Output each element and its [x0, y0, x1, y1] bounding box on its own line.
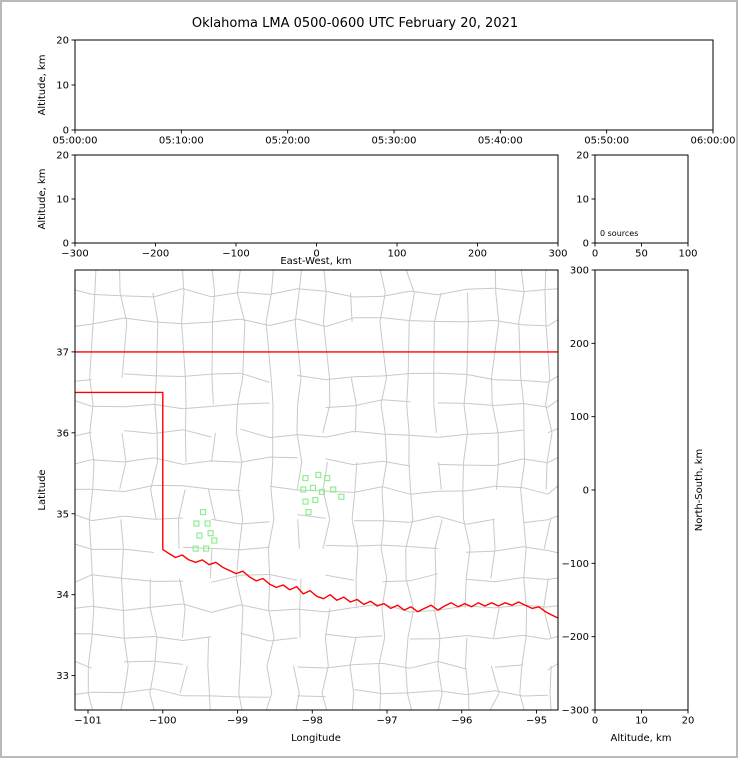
time-height-y-tick-label: 20 — [56, 36, 69, 47]
ns-height-xlabel: Altitude, km — [611, 733, 672, 744]
county-boundary — [524, 433, 525, 462]
alt-hist-y-tick-label: 10 — [576, 195, 589, 206]
source-count-annotation: 0 sources — [600, 229, 638, 238]
map-x-tick-label: −100 — [149, 716, 176, 727]
county-boundary — [270, 457, 298, 458]
county-boundary — [297, 405, 298, 433]
time-height-y-tick-label: 0 — [63, 126, 69, 137]
map-x-tick-label: −99 — [227, 716, 248, 727]
ns-height-y-tick-label: −100 — [562, 559, 589, 570]
county-boundary — [185, 378, 186, 405]
county-boundary — [354, 296, 382, 297]
county-boundary — [179, 519, 180, 548]
map-x-tick-label: −98 — [302, 716, 323, 727]
time-height-x-tick-label: 05:10:00 — [159, 136, 204, 147]
county-boundary — [438, 403, 466, 404]
time-height-x-tick-label: 05:20:00 — [265, 136, 310, 147]
ns-height-x-tick-label: 0 — [592, 716, 598, 727]
ew-height-y-tick-label: 0 — [63, 239, 69, 250]
map-xlabel: Longitude — [291, 733, 341, 744]
ew-height-x-tick-label: −300 — [61, 249, 88, 260]
map-y-tick-label: 36 — [56, 428, 69, 439]
county-boundary — [185, 433, 186, 462]
map-x-tick-label: −96 — [451, 716, 472, 727]
time-height-x-tick-label: 05:30:00 — [372, 136, 417, 147]
county-boundary — [326, 545, 354, 546]
map-x-tick-label: −95 — [526, 716, 547, 727]
time-height-x-tick-label: 05:00:00 — [53, 136, 98, 147]
map-y-tick-label: 37 — [56, 347, 69, 358]
ns-height-y-tick-label: −200 — [562, 632, 589, 643]
time-height-y-tick-label: 10 — [56, 81, 69, 92]
alt-hist-x-tick-label: 100 — [678, 249, 697, 260]
ns-height-y-tick-label: 100 — [570, 412, 589, 423]
ns-height-ylabel: North-South, km — [694, 449, 705, 532]
figure-title: Oklahoma LMA 0500-0600 UTC February 20, … — [192, 16, 518, 31]
ew-height-x-tick-label: −200 — [142, 249, 169, 260]
ns-height-y-tick-label: 200 — [570, 339, 589, 350]
ns-height-y-tick-label: 300 — [570, 266, 589, 277]
county-boundary — [354, 376, 382, 377]
county-boundary — [297, 696, 325, 697]
time-height-x-tick-label: 05:50:00 — [584, 136, 629, 147]
alt-hist-y-tick-label: 20 — [576, 151, 589, 162]
ns-height-y-tick-label: −300 — [562, 706, 589, 717]
county-boundary — [495, 270, 496, 293]
county-boundary — [212, 322, 213, 378]
time-height-x-tick-label: 05:40:00 — [478, 136, 523, 147]
alt-hist-x-tick-label: 50 — [635, 249, 648, 260]
alt-hist-x-tick-label: 0 — [592, 249, 598, 260]
county-boundary — [120, 270, 121, 293]
ns-height-y-tick-label: 0 — [583, 486, 589, 497]
ew-height-xlabel: East-West, km — [280, 256, 351, 267]
ew-height-x-tick-label: 300 — [548, 249, 567, 260]
map-x-tick-label: −97 — [376, 716, 397, 727]
county-boundary — [92, 406, 124, 407]
map-y-tick-label: 34 — [56, 590, 69, 601]
ew-height-ylabel: Altitude, km — [37, 169, 48, 230]
county-boundary — [438, 464, 466, 465]
map-x-tick-label: −101 — [74, 716, 101, 727]
time-height-x-tick-label: 06:00:00 — [691, 136, 736, 147]
county-boundary — [548, 289, 558, 290]
county-boundary — [154, 376, 183, 377]
map-y-tick-label: 35 — [56, 509, 69, 520]
map-ylabel: Latitude — [37, 469, 48, 510]
county-boundary — [526, 608, 527, 637]
ew-height-y-tick-label: 20 — [56, 151, 69, 162]
ew-height-x-tick-label: 200 — [468, 249, 487, 260]
ns-height-x-tick-label: 20 — [682, 716, 695, 727]
ew-height-x-tick-label: −100 — [222, 249, 249, 260]
ew-height-x-tick-label: 100 — [387, 249, 406, 260]
ns-height-x-tick-label: 10 — [635, 716, 648, 727]
ew-height-y-tick-label: 10 — [56, 195, 69, 206]
county-boundary — [434, 322, 435, 378]
map-y-tick-label: 33 — [56, 671, 69, 682]
time-height-ylabel: Altitude, km — [37, 55, 48, 116]
alt-hist-y-tick-label: 0 — [583, 239, 589, 250]
